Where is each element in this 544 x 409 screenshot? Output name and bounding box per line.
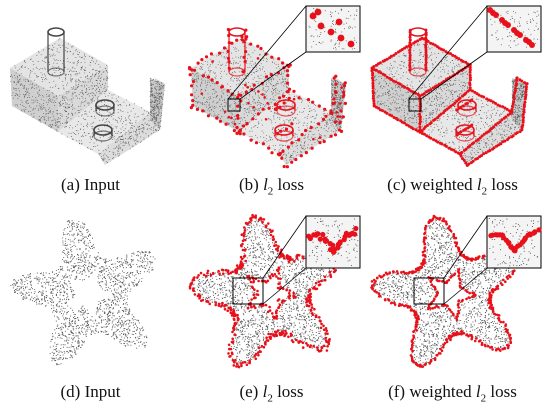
caption-a-text: Input: [84, 175, 120, 194]
detected-edges: [370, 28, 529, 167]
cylinder-hole: [47, 27, 115, 142]
zoom-inset: [408, 5, 542, 112]
star-shape: [188, 213, 342, 369]
caption-d-label: (d): [60, 382, 81, 401]
panel-a-input-cad: [0, 0, 181, 170]
caption-c-label: (c): [387, 175, 407, 194]
caption-b-label: (b): [238, 175, 259, 194]
caption-b-text: loss: [277, 175, 305, 194]
zoom-inset: [227, 5, 361, 112]
cylinder-hole: [228, 27, 296, 142]
panel-b-l2-cad: [181, 0, 362, 170]
panel-e-l2-star: [181, 208, 362, 378]
caption-e-math: l: [262, 382, 268, 401]
caption-a-label: (a): [60, 175, 80, 194]
caption-e-sub: 2: [267, 392, 273, 405]
star-point-cloud-input: [10, 220, 156, 366]
cad-point-cloud-weighted: [370, 5, 542, 167]
caption-f-sub: 2: [480, 392, 487, 405]
cad-shape: [370, 27, 529, 167]
caption-c-text: loss: [491, 175, 518, 194]
caption-c-sub: 2: [481, 185, 488, 198]
caption-f-math: l: [475, 382, 481, 401]
caption-b: (b) l2 loss: [181, 175, 362, 197]
star-shape: [10, 220, 156, 366]
cad-shape: [187, 27, 347, 169]
star-point-cloud-l2: [188, 213, 361, 369]
zoom-inset: [413, 215, 542, 305]
caption-e-label: (e): [239, 382, 259, 401]
caption-f-text: loss: [490, 382, 517, 401]
caption-a: (a) Input: [0, 175, 181, 195]
zoom-inset: [232, 215, 361, 305]
caption-b-math: l: [263, 175, 268, 194]
caption-d-text: Input: [84, 382, 121, 401]
cad-shape: [10, 27, 166, 165]
detected-edges: [187, 27, 347, 169]
caption-b-sub: 2: [267, 185, 274, 198]
star-point-cloud-weighted: [370, 214, 542, 368]
caption-c-math: l: [476, 175, 482, 194]
caption-e-text: loss: [277, 382, 304, 401]
panel-c-weighted-cad: [362, 0, 544, 170]
star-shape: [370, 214, 522, 368]
caption-d: (d) Input: [0, 382, 181, 402]
panel-f-weighted-star: [362, 208, 544, 378]
caption-c: (c) weighted l2 loss: [362, 175, 543, 197]
caption-f-label: (f): [388, 382, 406, 401]
panel-d-input-star: [0, 208, 181, 378]
caption-c-prefix: weighted: [410, 175, 473, 194]
caption-f: (f) weighted l2 loss: [362, 382, 543, 404]
caption-e: (e) l2 loss: [181, 382, 362, 404]
cad-point-cloud-input: [10, 27, 166, 165]
caption-f-prefix: weighted: [409, 382, 472, 401]
cad-point-cloud-l2: [187, 5, 361, 169]
